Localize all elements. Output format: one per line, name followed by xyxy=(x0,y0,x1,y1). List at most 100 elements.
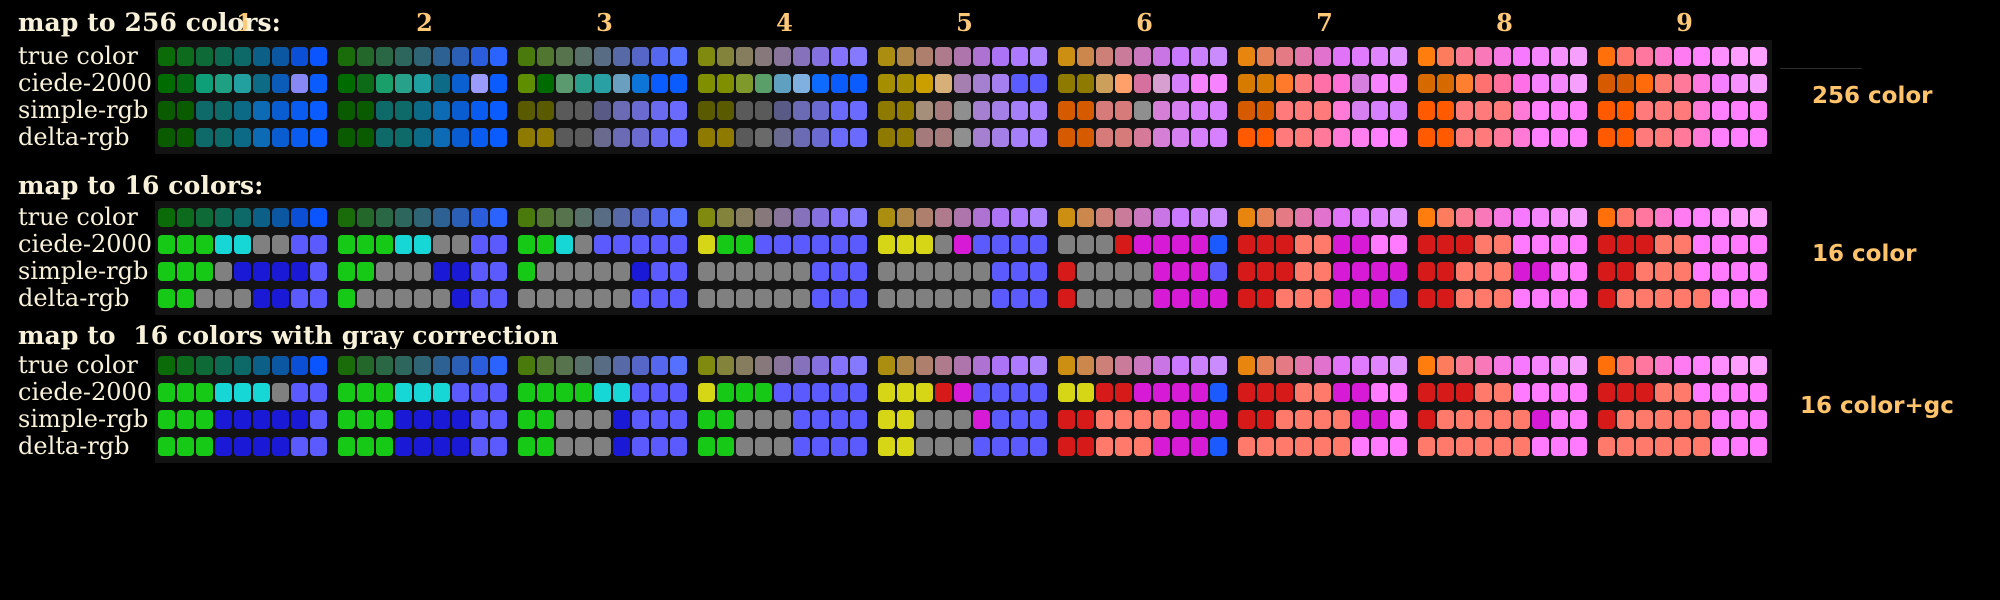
color-swatch xyxy=(1030,437,1047,456)
color-swatch xyxy=(310,356,327,375)
color-swatch xyxy=(973,289,990,308)
divider-hairline xyxy=(1780,68,1862,69)
color-swatch xyxy=(1276,289,1293,308)
color-swatch xyxy=(215,356,232,375)
color-swatch xyxy=(1693,437,1710,456)
color-swatch xyxy=(670,47,687,66)
color-swatch xyxy=(613,128,630,147)
color-swatch xyxy=(196,47,213,66)
color-swatch xyxy=(651,437,668,456)
swatch-group-6 xyxy=(1058,231,1229,258)
color-swatch xyxy=(1731,208,1748,227)
color-swatch xyxy=(518,235,535,254)
color-swatch xyxy=(1570,208,1587,227)
color-swatch xyxy=(490,262,507,281)
color-swatch xyxy=(1494,208,1511,227)
swatch-group-9 xyxy=(1598,204,1769,231)
color-swatch xyxy=(158,235,175,254)
color-swatch xyxy=(272,47,289,66)
color-swatch xyxy=(1636,410,1653,429)
color-swatch xyxy=(1494,262,1511,281)
color-swatch xyxy=(177,74,194,93)
color-swatch xyxy=(177,410,194,429)
color-swatch xyxy=(518,128,535,147)
color-swatch xyxy=(433,101,450,120)
color-swatch xyxy=(1134,128,1151,147)
color-swatch xyxy=(1693,235,1710,254)
color-swatch xyxy=(1096,356,1113,375)
color-swatch xyxy=(291,208,308,227)
color-swatch xyxy=(878,356,895,375)
color-swatch xyxy=(812,208,829,227)
column-number-2: 2 xyxy=(416,8,433,37)
color-swatch xyxy=(594,208,611,227)
color-swatch xyxy=(1172,262,1189,281)
color-swatch xyxy=(310,437,327,456)
color-swatch xyxy=(272,383,289,402)
color-swatch xyxy=(1475,128,1492,147)
color-swatch xyxy=(1172,128,1189,147)
color-swatch xyxy=(1314,383,1331,402)
color-swatch xyxy=(613,208,630,227)
color-swatch xyxy=(878,208,895,227)
color-swatch xyxy=(1570,47,1587,66)
color-swatch xyxy=(433,47,450,66)
color-swatch xyxy=(1655,208,1672,227)
color-swatch xyxy=(1570,289,1587,308)
color-swatch xyxy=(1314,208,1331,227)
row-label-true color: true color xyxy=(18,351,138,379)
color-swatch xyxy=(1750,128,1767,147)
color-swatch xyxy=(291,410,308,429)
column-number-8: 8 xyxy=(1496,8,1513,37)
color-swatch xyxy=(992,289,1009,308)
swatch-group-1 xyxy=(158,97,329,124)
color-swatch xyxy=(1513,128,1530,147)
color-swatch xyxy=(1418,410,1435,429)
color-swatch xyxy=(291,47,308,66)
color-swatch xyxy=(1115,47,1132,66)
color-swatch xyxy=(1115,356,1132,375)
swatch-group-6 xyxy=(1058,285,1229,312)
color-swatch xyxy=(897,47,914,66)
color-swatch xyxy=(1551,410,1568,429)
color-swatch xyxy=(338,208,355,227)
color-swatch xyxy=(1570,356,1587,375)
color-swatch xyxy=(414,47,431,66)
color-swatch xyxy=(196,383,213,402)
swatch-group-9 xyxy=(1598,352,1769,379)
color-swatch xyxy=(1153,235,1170,254)
color-swatch xyxy=(831,410,848,429)
swatch-group-2 xyxy=(338,124,509,151)
color-swatch xyxy=(1437,437,1454,456)
color-swatch xyxy=(1295,208,1312,227)
color-swatch xyxy=(1352,74,1369,93)
color-swatch xyxy=(916,410,933,429)
color-swatch xyxy=(1475,437,1492,456)
color-swatch xyxy=(414,356,431,375)
color-swatch xyxy=(1276,410,1293,429)
color-swatch xyxy=(831,128,848,147)
color-swatch xyxy=(1238,208,1255,227)
color-swatch xyxy=(954,208,971,227)
color-swatch xyxy=(850,208,867,227)
color-swatch xyxy=(632,410,649,429)
swatch-group-8 xyxy=(1418,379,1589,406)
color-swatch xyxy=(897,437,914,456)
color-swatch xyxy=(433,208,450,227)
color-swatch xyxy=(1712,262,1729,281)
color-swatch xyxy=(1437,74,1454,93)
color-swatch xyxy=(717,74,734,93)
swatch-group-5 xyxy=(878,97,1049,124)
color-swatch xyxy=(1598,383,1615,402)
color-swatch xyxy=(973,74,990,93)
color-swatch xyxy=(1333,235,1350,254)
color-swatch xyxy=(433,289,450,308)
color-swatch xyxy=(518,356,535,375)
color-swatch xyxy=(1494,383,1511,402)
color-swatch xyxy=(1475,383,1492,402)
color-swatch xyxy=(717,262,734,281)
color-swatch xyxy=(272,410,289,429)
swatch-group-5 xyxy=(878,204,1049,231)
color-swatch xyxy=(196,437,213,456)
color-swatch xyxy=(1570,235,1587,254)
